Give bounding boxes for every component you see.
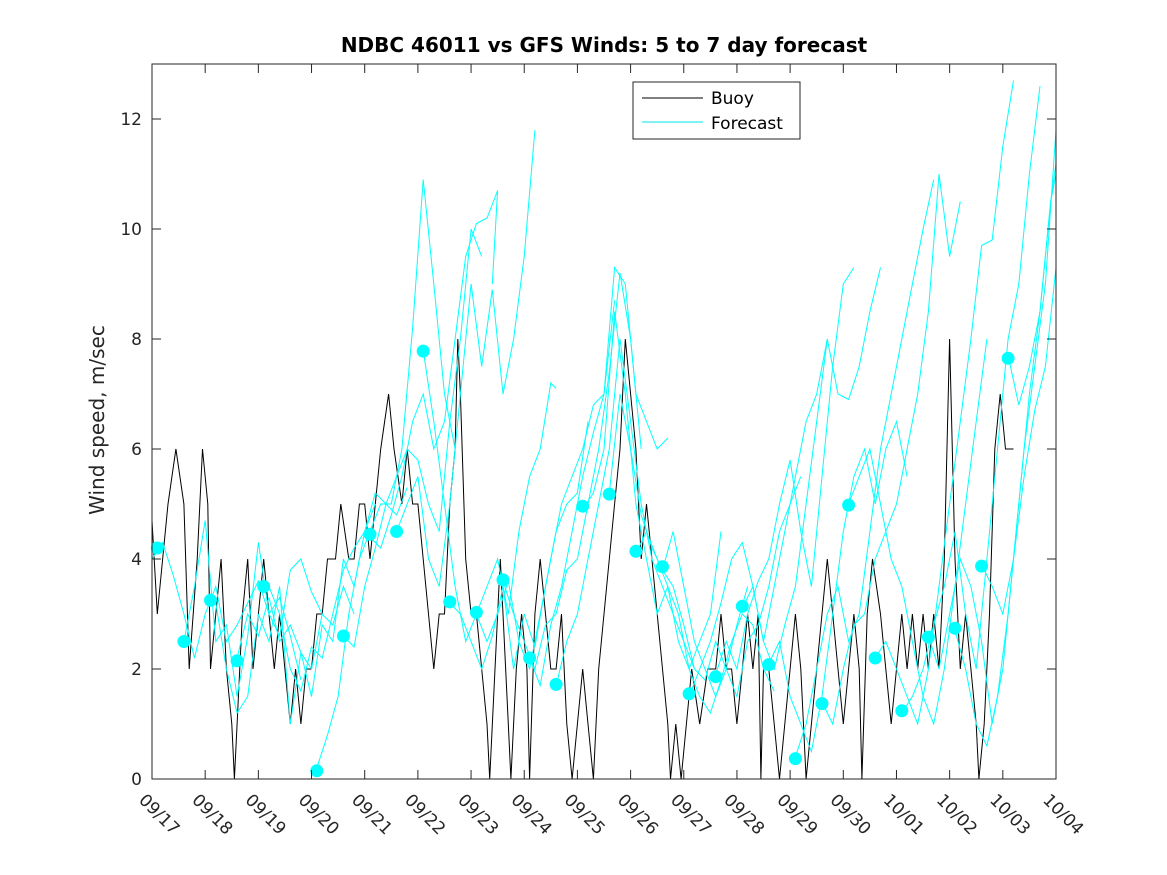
forecast-line-21	[741, 267, 881, 671]
forecast-marker-9	[416, 344, 430, 358]
forecast-marker-22	[762, 658, 776, 672]
forecast-line-25	[848, 338, 988, 726]
y-axis-label: Wind speed, m/sec	[85, 325, 109, 515]
y-tick-label: 12	[120, 110, 142, 130]
forecast-line-8	[396, 129, 536, 587]
marker-series	[150, 344, 1015, 778]
forecast-line-11	[475, 300, 616, 671]
forecast-marker-30	[975, 559, 989, 573]
forecast-marker-3	[230, 654, 244, 668]
y-tick-label: 0	[131, 770, 142, 790]
forecast-marker-26	[868, 651, 882, 665]
forecast-line-12	[502, 272, 642, 671]
forecast-marker-27	[895, 704, 909, 718]
forecast-line-15	[582, 311, 722, 671]
plot-area	[152, 64, 1056, 779]
forecast-line-28	[927, 129, 1057, 725]
buoy-line	[151, 338, 1014, 780]
forecast-marker-31	[1001, 351, 1015, 365]
forecast-line-4	[268, 487, 408, 693]
forecast-marker-4	[257, 580, 271, 593]
forecast-marker-2	[204, 593, 217, 607]
plot-frame	[151, 63, 1057, 780]
y-tick-label: 4	[131, 550, 142, 570]
legend-buoy-label: Buoy	[711, 89, 754, 109]
forecast-marker-13	[523, 651, 537, 665]
forecast-line-7	[369, 190, 499, 549]
forecast-marker-14	[549, 677, 563, 691]
legend-box	[632, 81, 801, 140]
chart-title: NDBC 46011 vs GFS Winds: 5 to 7 day fore…	[341, 33, 868, 57]
forecast-marker-21	[735, 599, 749, 613]
forecast-line-3	[236, 503, 376, 697]
forecast-line-14	[555, 338, 695, 686]
forecast-line-13	[529, 266, 669, 688]
buoy-series	[151, 338, 1014, 780]
forecast-marker-18	[656, 560, 669, 574]
legend: Buoy Forecast	[632, 81, 801, 140]
forecast-marker-28	[921, 630, 935, 644]
y-tick-label: 2	[131, 660, 142, 680]
forecast-line-22	[768, 419, 908, 754]
forecast-marker-10	[443, 595, 457, 609]
forecast-line-27	[901, 85, 1041, 714]
forecast-marker-29	[948, 621, 962, 635]
forecast-line-16	[608, 393, 749, 698]
forecast-marker-5	[310, 764, 324, 778]
y-tick-label: 8	[131, 330, 142, 350]
forecast-marker-23	[788, 752, 802, 766]
forecast-marker-15	[576, 499, 590, 513]
forecast-marker-6	[336, 629, 350, 643]
forecast-line-20	[715, 267, 855, 675]
forecast-line-6	[343, 228, 483, 649]
forecast-marker-8	[390, 525, 404, 538]
y-tick-label: 10	[120, 220, 142, 240]
forecast-line-1	[183, 520, 323, 697]
forecast-marker-7	[363, 527, 377, 541]
forecast-line-23	[794, 179, 935, 758]
forecast-line-30	[981, 267, 1057, 616]
forecast-line-18	[662, 476, 802, 699]
forecast-line-24	[821, 173, 961, 726]
forecast-series	[151, 80, 1057, 769]
forecast-marker-11	[469, 605, 483, 619]
forecast-line-9	[422, 349, 557, 644]
y-tick-label: 6	[131, 440, 142, 460]
forecast-marker-12	[496, 573, 510, 587]
forecast-line-31	[1007, 173, 1057, 406]
forecast-marker-25	[842, 498, 856, 512]
forecast-marker-24	[815, 697, 829, 711]
forecast-marker-19	[682, 687, 696, 701]
y-axis: 0 2 4 6 8 10 12	[120, 110, 1056, 790]
forecast-marker-1	[177, 635, 191, 648]
forecast-marker-0	[150, 541, 164, 555]
forecast-marker-20	[709, 670, 723, 684]
legend-forecast-label: Forecast	[711, 114, 783, 134]
forecast-line-26	[874, 80, 1014, 726]
forecast-marker-17	[629, 544, 643, 558]
forecast-marker-16	[602, 487, 616, 501]
